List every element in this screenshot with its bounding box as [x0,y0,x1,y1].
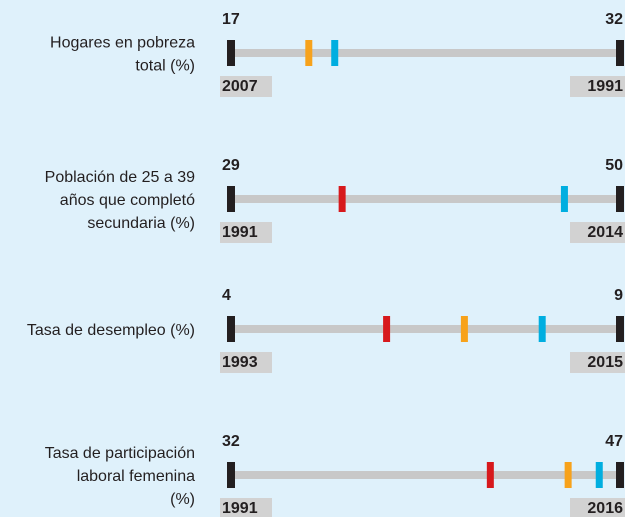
marker [338,186,346,212]
end-marker [616,40,624,66]
row-label: Población de 25 a 39 [45,169,195,186]
marker [538,316,546,342]
min-value: 32 [222,433,240,450]
year-box [220,352,272,373]
min-year: 1991 [222,500,258,517]
min-value: 17 [222,11,240,28]
row-label: Hogares en pobreza [50,35,195,52]
max-year: 2016 [587,500,623,517]
year-box [570,352,625,373]
max-value: 9 [614,287,623,304]
min-year: 2007 [222,78,258,95]
marker [560,186,568,212]
marker [564,462,572,488]
row-label: laboral femenina [77,468,195,485]
max-year: 1991 [587,78,623,95]
row-label: Tasa de desempleo (%) [27,322,195,339]
marker [595,462,603,488]
year-box [570,498,625,517]
row-label: Tasa de participación [45,445,195,462]
year-box [220,498,272,517]
min-value: 29 [222,157,240,174]
min-value: 4 [222,287,231,304]
range-bar [231,49,620,57]
end-marker [227,40,235,66]
max-year: 2014 [587,224,623,241]
year-box [220,222,272,243]
row-label: años que completó [60,192,195,209]
max-value: 32 [605,11,623,28]
row-label: total (%) [135,58,195,75]
marker [460,316,468,342]
end-marker [616,186,624,212]
max-value: 50 [605,157,623,174]
row-label: secundaria (%) [87,215,195,232]
year-box [570,76,625,97]
year-box [570,222,625,243]
end-marker [227,186,235,212]
min-year: 1991 [222,224,258,241]
marker [383,316,391,342]
end-marker [227,316,235,342]
end-marker [616,462,624,488]
row-label: (%) [170,491,195,508]
end-marker [616,316,624,342]
max-value: 47 [605,433,623,450]
range-bar [231,471,620,479]
min-year: 1993 [222,354,258,371]
max-year: 2015 [587,354,623,371]
year-box [220,76,272,97]
marker [331,40,339,66]
marker [305,40,313,66]
range-bar [231,195,620,203]
end-marker [227,462,235,488]
marker [486,462,494,488]
range-bar [231,325,620,333]
